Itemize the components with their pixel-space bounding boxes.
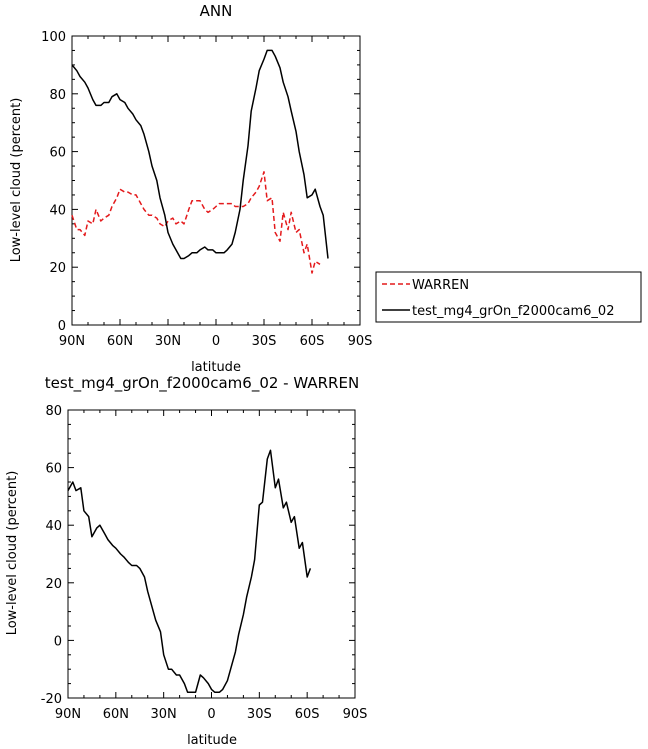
bottom-y-ticks: -20 0 20 40 60 80 bbox=[41, 404, 355, 707]
x-tick-label: 60S bbox=[295, 707, 320, 722]
series-line-1 bbox=[71, 49, 329, 260]
y-tick-label: 60 bbox=[49, 146, 66, 161]
x-tick-label: 0 bbox=[212, 334, 220, 349]
top-plot-frame bbox=[71, 35, 361, 326]
x-tick-label: 90N bbox=[55, 707, 81, 722]
top-panel: ANN 0 20 40 60 80 100 90N 60N 30N 0 30S 60S 90S lat… bbox=[9, 2, 372, 375]
y-tick-label: 60 bbox=[45, 462, 62, 477]
bottom-plot-frame bbox=[67, 409, 356, 699]
x-tick-label: 60S bbox=[300, 334, 325, 349]
x-tick-label: 30S bbox=[252, 334, 277, 349]
x-tick-label: 60N bbox=[103, 707, 129, 722]
y-tick-label: 0 bbox=[58, 319, 66, 334]
top-series bbox=[71, 49, 329, 274]
bottom-series bbox=[67, 449, 312, 693]
bottom-x-ticks: 90N 60N 30N 0 30S 60S 90S bbox=[55, 410, 368, 722]
top-y-ticks: 0 20 40 60 80 100 bbox=[41, 30, 360, 334]
y-tick-label: 40 bbox=[49, 203, 66, 218]
bottom-panel: test_mg4_grOn_f2000cam6_02 - WARREN -20 0… bbox=[5, 374, 367, 748]
y-tick-label: 80 bbox=[49, 88, 66, 103]
legend: WARREN test_mg4_grOn_f2000cam6_02 bbox=[375, 271, 642, 323]
y-tick-label: 100 bbox=[41, 30, 66, 45]
x-tick-label: 30S bbox=[247, 707, 272, 722]
y-tick-label: -20 bbox=[41, 692, 62, 707]
x-tick-label: 90S bbox=[343, 707, 368, 722]
bottom-y-axis-label: Low-level cloud (percent) bbox=[5, 471, 20, 636]
legend-box bbox=[375, 271, 642, 323]
y-tick-label: 20 bbox=[45, 577, 62, 592]
y-tick-label: 20 bbox=[49, 261, 66, 276]
y-tick-label: 0 bbox=[54, 634, 62, 649]
top-y-axis-label: Low-level cloud (percent) bbox=[9, 98, 24, 263]
top-x-ticks: 90N 60N 30N 0 30S 60S 90S bbox=[59, 36, 373, 349]
top-x-axis-label: latitude bbox=[191, 360, 241, 375]
x-tick-label: 90S bbox=[348, 334, 373, 349]
series-line-0 bbox=[67, 449, 312, 693]
y-tick-label: 40 bbox=[45, 519, 62, 534]
x-tick-label: 90N bbox=[59, 334, 85, 349]
y-tick-label: 80 bbox=[45, 404, 62, 419]
series-line-0 bbox=[71, 171, 321, 274]
x-tick-label: 30N bbox=[155, 334, 181, 349]
x-tick-label: 0 bbox=[207, 707, 215, 722]
legend-label-model: test_mg4_grOn_f2000cam6_02 bbox=[412, 304, 614, 319]
x-tick-label: 30N bbox=[151, 707, 177, 722]
x-tick-label: 60N bbox=[107, 334, 133, 349]
legend-label-warren: WARREN bbox=[412, 278, 469, 293]
bottom-x-axis-label: latitude bbox=[187, 733, 237, 748]
bottom-chart-title: test_mg4_grOn_f2000cam6_02 - WARREN bbox=[45, 374, 359, 393]
top-chart-title: ANN bbox=[200, 2, 233, 20]
